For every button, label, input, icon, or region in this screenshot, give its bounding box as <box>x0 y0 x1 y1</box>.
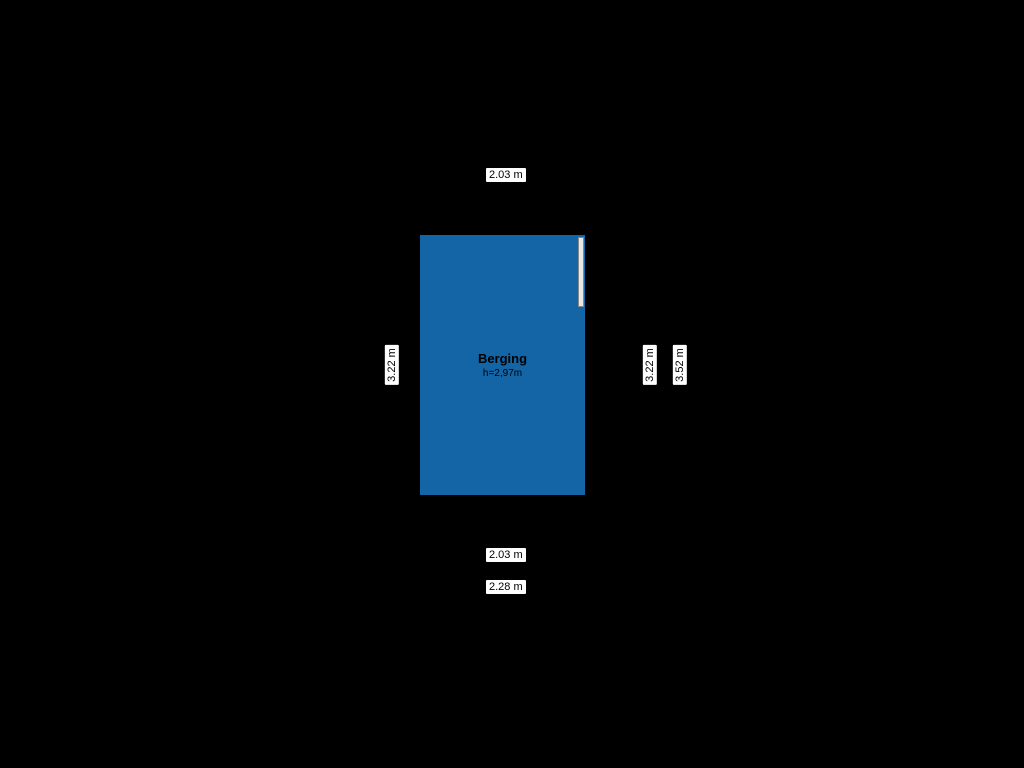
dimension-left-inner: 3.22 m <box>385 345 399 385</box>
dimension-top-inner: 2.03 m <box>486 168 526 182</box>
room-berging: Berging h=2,97m <box>420 235 585 495</box>
dimension-bottom-inner: 2.03 m <box>486 548 526 562</box>
dimension-right-inner: 3.22 m <box>643 345 657 385</box>
floorplan-canvas: Berging h=2,97m 2.03 m 3.22 m 3.22 m 3.5… <box>0 0 1024 768</box>
door-icon <box>578 237 584 307</box>
room-name-label: Berging <box>478 351 527 366</box>
dimension-right-outer: 3.52 m <box>673 345 687 385</box>
dimension-bottom-outer: 2.28 m <box>486 580 526 594</box>
room-height-label: h=2,97m <box>483 368 522 379</box>
